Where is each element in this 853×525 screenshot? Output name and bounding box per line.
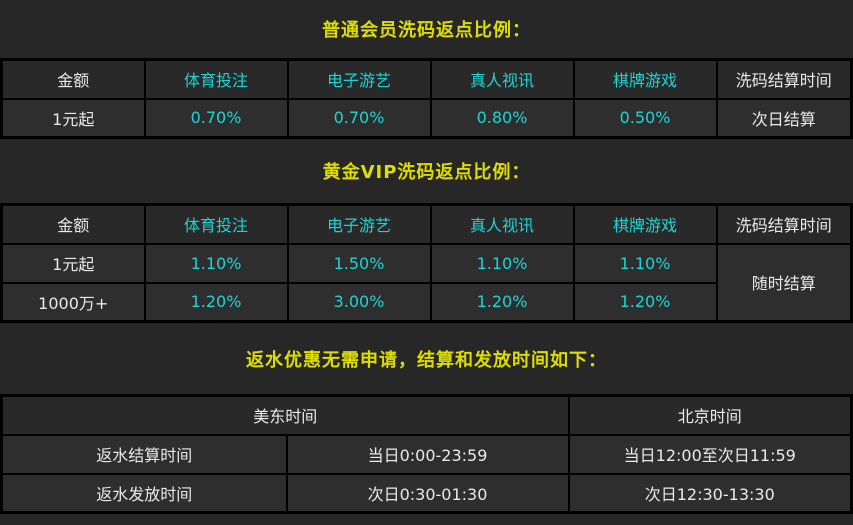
cell-row-label-settlement: 返水结算时间 <box>0 433 288 475</box>
cell-beijing-payout-time: 次日12:30-13:30 <box>567 472 853 514</box>
table-header-row: 金额 体育投注 电子游艺 真人视讯 棋牌游戏 洗码结算时间 <box>0 203 853 245</box>
cell-us-settlement-time: 当日0:00-23:59 <box>285 433 570 475</box>
section-title-payout-schedule: 返水优惠无需申请，结算和发放时间如下： <box>246 349 607 371</box>
cell-sports-rate: 1.20% <box>143 281 289 323</box>
cell-egames-rate: 1.50% <box>286 242 432 284</box>
cell-us-payout-time: 次日0:30-01:30 <box>285 472 570 514</box>
cell-live-rate: 1.10% <box>429 242 575 284</box>
col-header-live-casino: 真人视讯 <box>429 203 575 245</box>
cell-live-rate: 1.20% <box>429 281 575 323</box>
cell-amount-tier: 1000万+ <box>0 281 146 323</box>
table-row: 返水结算时间 当日0:00-23:59 当日12:00至次日11:59 <box>0 433 853 475</box>
cell-board-rate: 0.50% <box>572 97 718 139</box>
cell-settlement-time-merged: 随时结算 <box>715 242 853 323</box>
cell-settlement-time: 次日结算 <box>715 97 853 139</box>
col-header-electronic-games: 电子游艺 <box>286 203 432 245</box>
cell-amount-tier: 1元起 <box>0 242 146 284</box>
col-header-sports-betting: 体育投注 <box>143 58 289 100</box>
col-header-sports-betting: 体育投注 <box>143 203 289 245</box>
table-row: 1元起 0.70% 0.70% 0.80% 0.50% 次日结算 <box>0 97 853 139</box>
cell-beijing-settlement-time: 当日12:00至次日11:59 <box>567 433 853 475</box>
gold-vip-rebate-table: 金额 体育投注 电子游艺 真人视讯 棋牌游戏 洗码结算时间 1元起 1.10% … <box>0 203 853 323</box>
col-header-board-games: 棋牌游戏 <box>572 203 718 245</box>
cell-sports-rate: 1.10% <box>143 242 289 284</box>
cell-egames-rate: 0.70% <box>286 97 432 139</box>
col-header-board-games: 棋牌游戏 <box>572 58 718 100</box>
section-title-normal-member: 普通会员洗码返点比例： <box>322 20 531 41</box>
col-header-beijing-time: 北京时间 <box>567 394 853 436</box>
table-header-row: 金额 体育投注 电子游艺 真人视讯 棋牌游戏 洗码结算时间 <box>0 58 853 100</box>
cell-board-rate: 1.20% <box>572 281 718 323</box>
payout-schedule-table: 美东时间 北京时间 返水结算时间 当日0:00-23:59 当日12:00至次日… <box>0 394 853 514</box>
table-header-row: 美东时间 北京时间 <box>0 394 853 436</box>
section-schedule-title-bar: 返水优惠无需申请，结算和发放时间如下： <box>0 323 853 394</box>
cell-row-label-payout: 返水发放时间 <box>0 472 288 514</box>
cell-live-rate: 0.80% <box>429 97 575 139</box>
section-vip-title-bar: 黄金VIP洗码返点比例： <box>0 139 853 203</box>
col-header-settlement-time: 洗码结算时间 <box>715 58 853 100</box>
cell-board-rate: 1.10% <box>572 242 718 284</box>
normal-member-rebate-table: 金额 体育投注 电子游艺 真人视讯 棋牌游戏 洗码结算时间 1元起 0.70% … <box>0 58 853 139</box>
table-row: 返水发放时间 次日0:30-01:30 次日12:30-13:30 <box>0 472 853 514</box>
col-header-electronic-games: 电子游艺 <box>286 58 432 100</box>
col-header-us-eastern-time: 美东时间 <box>0 394 570 436</box>
cell-sports-rate: 0.70% <box>143 97 289 139</box>
col-header-amount: 金额 <box>0 203 146 245</box>
cell-egames-rate: 3.00% <box>286 281 432 323</box>
col-header-settlement-time: 洗码结算时间 <box>715 203 853 245</box>
table-row: 1000万+ 1.20% 3.00% 1.20% 1.20% <box>0 281 852 323</box>
section-normal-title-bar: 普通会员洗码返点比例： <box>0 0 853 58</box>
cell-amount-tier: 1元起 <box>0 97 146 139</box>
col-header-amount: 金额 <box>0 58 146 100</box>
col-header-live-casino: 真人视讯 <box>429 58 575 100</box>
section-title-gold-vip: 黄金VIP洗码返点比例： <box>322 162 531 183</box>
table-row: 1元起 1.10% 1.50% 1.10% 1.10% 随时结算 <box>0 242 853 323</box>
